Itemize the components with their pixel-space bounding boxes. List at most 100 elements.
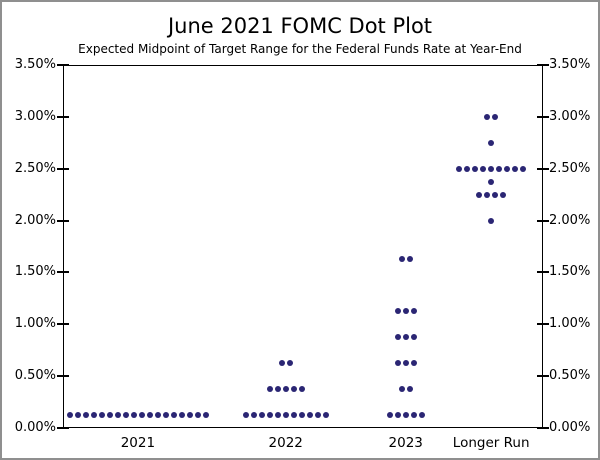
x-category-label: 2021 bbox=[120, 435, 156, 451]
dot bbox=[520, 165, 527, 172]
y-tick-label-left: 0.00% bbox=[14, 420, 56, 435]
y-tick-label-right: 1.50% bbox=[549, 264, 591, 280]
dot bbox=[298, 412, 305, 419]
dot bbox=[456, 165, 463, 172]
dot bbox=[74, 412, 81, 419]
dot bbox=[398, 386, 405, 393]
dot bbox=[464, 165, 471, 172]
dot bbox=[410, 308, 417, 315]
dot bbox=[282, 412, 289, 419]
dot bbox=[274, 386, 281, 393]
dot bbox=[488, 139, 495, 146]
y-tick-label-right: 0.00% bbox=[549, 420, 591, 435]
dot bbox=[496, 165, 503, 172]
dot bbox=[130, 412, 137, 419]
y-axis-tick-right bbox=[537, 115, 549, 118]
dot bbox=[250, 412, 257, 419]
dot bbox=[266, 412, 273, 419]
y-axis-tick-right bbox=[537, 323, 549, 326]
x-category-label: Longer Run bbox=[452, 435, 530, 451]
dot bbox=[488, 165, 495, 172]
dot bbox=[484, 191, 491, 198]
dot bbox=[274, 412, 281, 419]
dot bbox=[90, 412, 97, 419]
dot bbox=[298, 386, 305, 393]
y-tick-label-left: 3.00% bbox=[14, 108, 56, 124]
dot bbox=[146, 412, 153, 419]
dot bbox=[138, 412, 145, 419]
dot bbox=[322, 412, 329, 419]
x-category-label: 2022 bbox=[268, 435, 303, 451]
dot bbox=[202, 412, 209, 419]
y-tick-label-left: 2.00% bbox=[14, 212, 56, 228]
dot bbox=[406, 386, 413, 393]
y-axis-tick-left bbox=[57, 219, 69, 222]
dot bbox=[484, 113, 491, 120]
dot bbox=[258, 412, 265, 419]
dot bbox=[394, 360, 401, 367]
dot bbox=[488, 178, 495, 185]
dot bbox=[406, 256, 413, 263]
y-axis-tick-left bbox=[57, 427, 69, 429]
y-axis-tick-right bbox=[537, 64, 549, 66]
dot bbox=[306, 412, 313, 419]
dot bbox=[266, 386, 273, 393]
dot bbox=[492, 191, 499, 198]
y-axis-tick-left bbox=[57, 115, 69, 118]
dot bbox=[394, 308, 401, 315]
dot bbox=[98, 412, 105, 419]
dot bbox=[410, 334, 417, 341]
dot bbox=[476, 191, 483, 198]
dot bbox=[278, 360, 285, 367]
dot bbox=[394, 412, 401, 419]
plot-area bbox=[63, 65, 543, 428]
y-axis-tick-right bbox=[537, 167, 549, 170]
dot bbox=[106, 412, 113, 419]
dot bbox=[290, 386, 297, 393]
dot bbox=[472, 165, 479, 172]
dot bbox=[488, 217, 495, 224]
dot bbox=[122, 412, 129, 419]
dot bbox=[162, 412, 169, 419]
y-axis-tick-left bbox=[57, 64, 69, 66]
y-tick-label-left: 3.50% bbox=[14, 57, 56, 72]
y-tick-label-left: 1.50% bbox=[14, 264, 56, 280]
dot bbox=[242, 412, 249, 419]
dot bbox=[512, 165, 519, 172]
y-axis-tick-right bbox=[537, 271, 549, 274]
dot bbox=[66, 412, 73, 419]
dot bbox=[398, 256, 405, 263]
dot bbox=[402, 334, 409, 341]
dot bbox=[178, 412, 185, 419]
y-axis-tick-right bbox=[537, 427, 549, 429]
y-axis-tick-right bbox=[537, 219, 549, 222]
chart-title: June 2021 FOMC Dot Plot bbox=[167, 14, 433, 38]
y-tick-label-left: 2.50% bbox=[14, 160, 56, 176]
y-tick-label-right: 1.00% bbox=[549, 316, 591, 332]
dot bbox=[194, 412, 201, 419]
y-tick-label-right: 2.00% bbox=[549, 212, 591, 228]
dot bbox=[418, 412, 425, 419]
dot bbox=[402, 412, 409, 419]
chart-subtitle: Expected Midpoint of Target Range for th… bbox=[78, 42, 522, 56]
dot bbox=[504, 165, 511, 172]
y-tick-label-right: 3.50% bbox=[549, 57, 591, 72]
y-tick-label-right: 3.00% bbox=[549, 108, 591, 124]
dot bbox=[114, 412, 121, 419]
dot bbox=[170, 412, 177, 419]
dot bbox=[500, 191, 507, 198]
y-axis-tick-right bbox=[537, 375, 549, 378]
dot bbox=[410, 360, 417, 367]
dot bbox=[386, 412, 393, 419]
dot bbox=[480, 165, 487, 172]
dot bbox=[290, 412, 297, 419]
dot bbox=[402, 308, 409, 315]
y-tick-label-left: 0.50% bbox=[14, 368, 56, 384]
dot bbox=[154, 412, 161, 419]
dot bbox=[186, 412, 193, 419]
y-axis-tick-left bbox=[57, 167, 69, 170]
y-axis-tick-left bbox=[57, 323, 69, 326]
y-tick-label-right: 2.50% bbox=[549, 160, 591, 176]
dot bbox=[394, 334, 401, 341]
